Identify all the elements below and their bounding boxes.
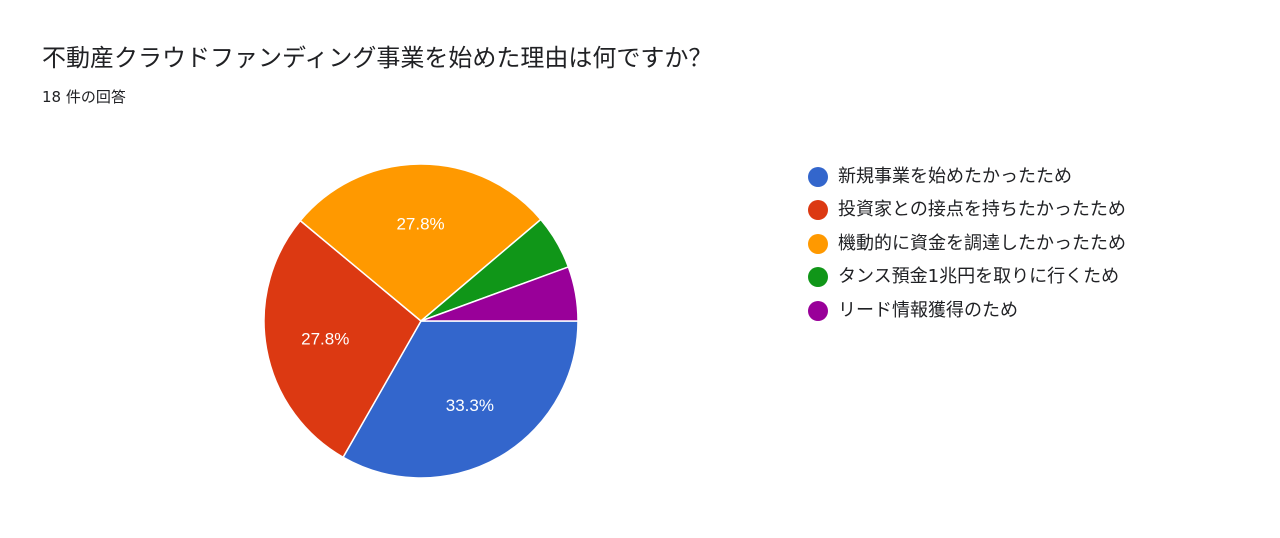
pie-labels: 33.3% 27.8% 27.8% xyxy=(301,215,494,416)
legend-item: リード情報獲得のため xyxy=(808,294,1126,328)
pie-slices xyxy=(263,163,579,479)
legend-label: 機動的に資金を調達したかったため xyxy=(838,232,1126,254)
legend-swatch xyxy=(808,200,828,221)
question-title: 不動産クラウドファンディング事業を始めた理由は何ですか？ xyxy=(42,44,713,72)
legend: 新規事業を始めたかったため投資家との接点を持ちたかったため 機動的に資金を調達した… xyxy=(808,160,1126,328)
pie-slice xyxy=(263,219,422,459)
pie-slice xyxy=(420,265,579,322)
legend-label: リード情報獲得のため xyxy=(838,299,1018,321)
slice-value-label: 27.8% xyxy=(301,329,349,348)
legend-item: タンス預金1兆円を取りに行くため xyxy=(808,261,1126,295)
legend-item: 機動的に資金を調達したかったため xyxy=(808,227,1126,261)
legend-swatch xyxy=(808,300,828,321)
legend-label: 投資家との接点を持ちたかったため xyxy=(838,199,1126,221)
response-count: 18 件の回答 xyxy=(42,88,126,106)
legend-item: 新規事業を始めたかったため xyxy=(808,160,1126,194)
legend-label: タンス預金1兆円を取りに行くため xyxy=(838,266,1120,288)
legend-swatch xyxy=(808,233,828,254)
pie-slice xyxy=(299,163,542,322)
slice-value-label: 27.8% xyxy=(396,215,444,234)
slice-value-label: 33.3% xyxy=(446,396,494,415)
legend-label: 新規事業を始めたかったため xyxy=(838,165,1072,187)
pie-slice xyxy=(342,320,579,479)
legend-swatch xyxy=(808,267,828,288)
legend-item: 投資家との接点を持ちたかったため xyxy=(808,194,1126,228)
legend-swatch xyxy=(808,166,828,187)
